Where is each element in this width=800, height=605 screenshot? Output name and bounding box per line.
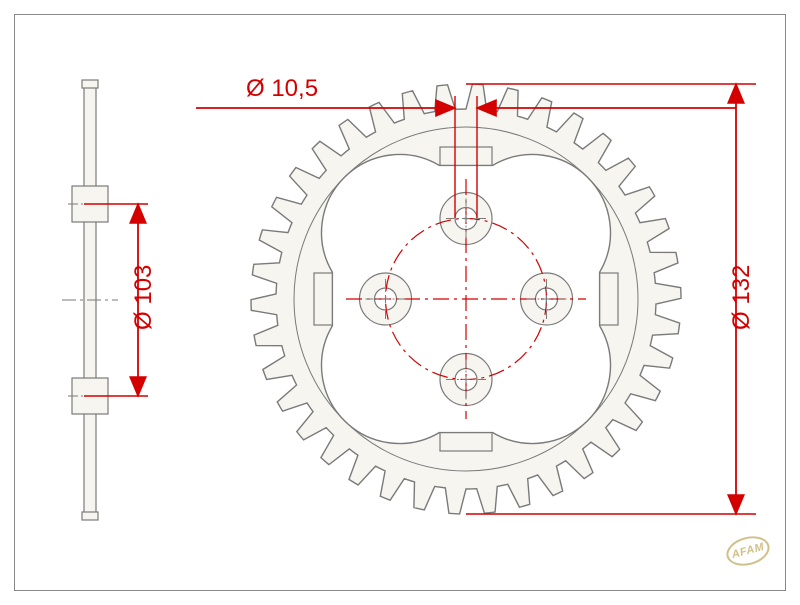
- drawing-canvas: [0, 0, 800, 605]
- label-outer-dia: Ø 132: [728, 265, 756, 330]
- label-outer-dia-text: 132: [728, 265, 755, 305]
- label-bolt-circle: Ø 103: [130, 265, 158, 330]
- brand-logo-text: AFAM: [730, 541, 765, 561]
- side-view: [62, 80, 118, 520]
- label-bolt-hole: Ø 10,5: [246, 75, 318, 103]
- label-bolt-hole-text: Ø 10,5: [246, 75, 318, 102]
- label-bolt-circle-text: 103: [130, 265, 157, 305]
- diameter-symbol: Ø: [130, 311, 157, 330]
- diameter-symbol: Ø: [728, 311, 755, 330]
